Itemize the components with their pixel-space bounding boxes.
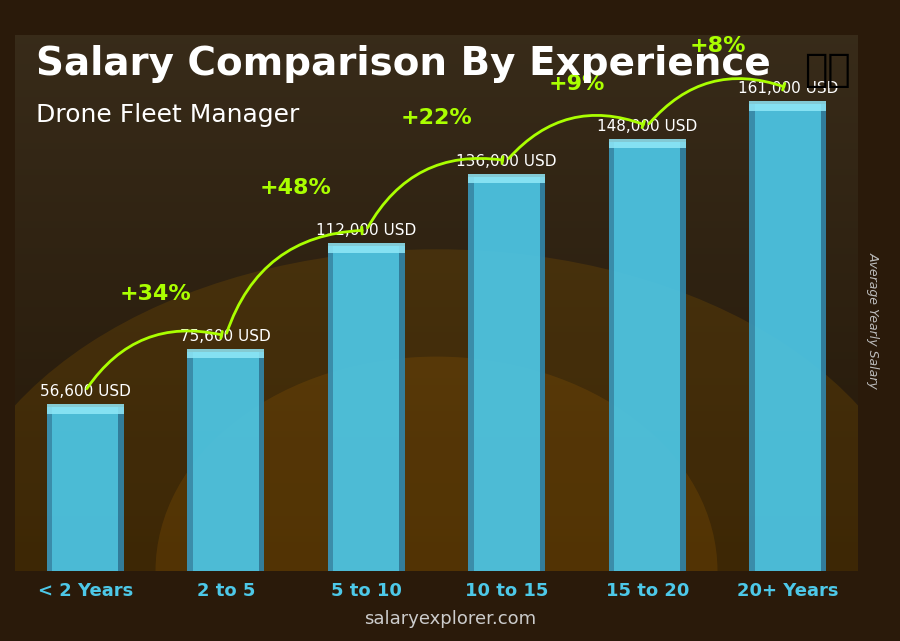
FancyBboxPatch shape — [187, 352, 193, 571]
FancyBboxPatch shape — [540, 177, 545, 571]
Text: +34%: +34% — [120, 284, 192, 304]
Ellipse shape — [156, 356, 717, 641]
FancyBboxPatch shape — [749, 104, 826, 571]
FancyBboxPatch shape — [680, 142, 686, 571]
FancyBboxPatch shape — [328, 246, 405, 571]
FancyBboxPatch shape — [328, 246, 333, 571]
FancyBboxPatch shape — [468, 177, 473, 571]
Text: salaryexplorer.com: salaryexplorer.com — [364, 610, 536, 628]
FancyBboxPatch shape — [259, 352, 265, 571]
Text: +48%: +48% — [260, 178, 332, 198]
FancyBboxPatch shape — [821, 104, 826, 571]
FancyBboxPatch shape — [749, 104, 754, 571]
Text: +9%: +9% — [549, 74, 605, 94]
Text: 112,000 USD: 112,000 USD — [316, 223, 417, 238]
Text: 161,000 USD: 161,000 USD — [738, 81, 838, 96]
FancyBboxPatch shape — [187, 349, 265, 358]
FancyBboxPatch shape — [608, 142, 614, 571]
Text: Salary Comparison By Experience: Salary Comparison By Experience — [36, 45, 770, 83]
Ellipse shape — [0, 249, 900, 641]
Text: +22%: +22% — [400, 108, 472, 128]
Text: 75,600 USD: 75,600 USD — [180, 329, 271, 344]
FancyBboxPatch shape — [328, 243, 405, 253]
Text: 56,600 USD: 56,600 USD — [40, 384, 130, 399]
Text: Average Yearly Salary: Average Yearly Salary — [867, 252, 879, 389]
FancyBboxPatch shape — [400, 246, 405, 571]
Text: Drone Fleet Manager: Drone Fleet Manager — [36, 103, 300, 126]
FancyBboxPatch shape — [749, 101, 826, 111]
FancyBboxPatch shape — [119, 407, 124, 571]
Text: 🇺🇸: 🇺🇸 — [805, 51, 851, 88]
Text: +8%: +8% — [689, 36, 746, 56]
FancyBboxPatch shape — [468, 174, 545, 183]
FancyBboxPatch shape — [608, 142, 686, 571]
Text: 136,000 USD: 136,000 USD — [456, 154, 557, 169]
Text: 148,000 USD: 148,000 USD — [597, 119, 698, 134]
FancyBboxPatch shape — [468, 177, 545, 571]
FancyBboxPatch shape — [47, 407, 52, 571]
FancyBboxPatch shape — [47, 407, 124, 571]
FancyBboxPatch shape — [47, 404, 124, 413]
FancyBboxPatch shape — [187, 352, 265, 571]
FancyBboxPatch shape — [608, 138, 686, 148]
